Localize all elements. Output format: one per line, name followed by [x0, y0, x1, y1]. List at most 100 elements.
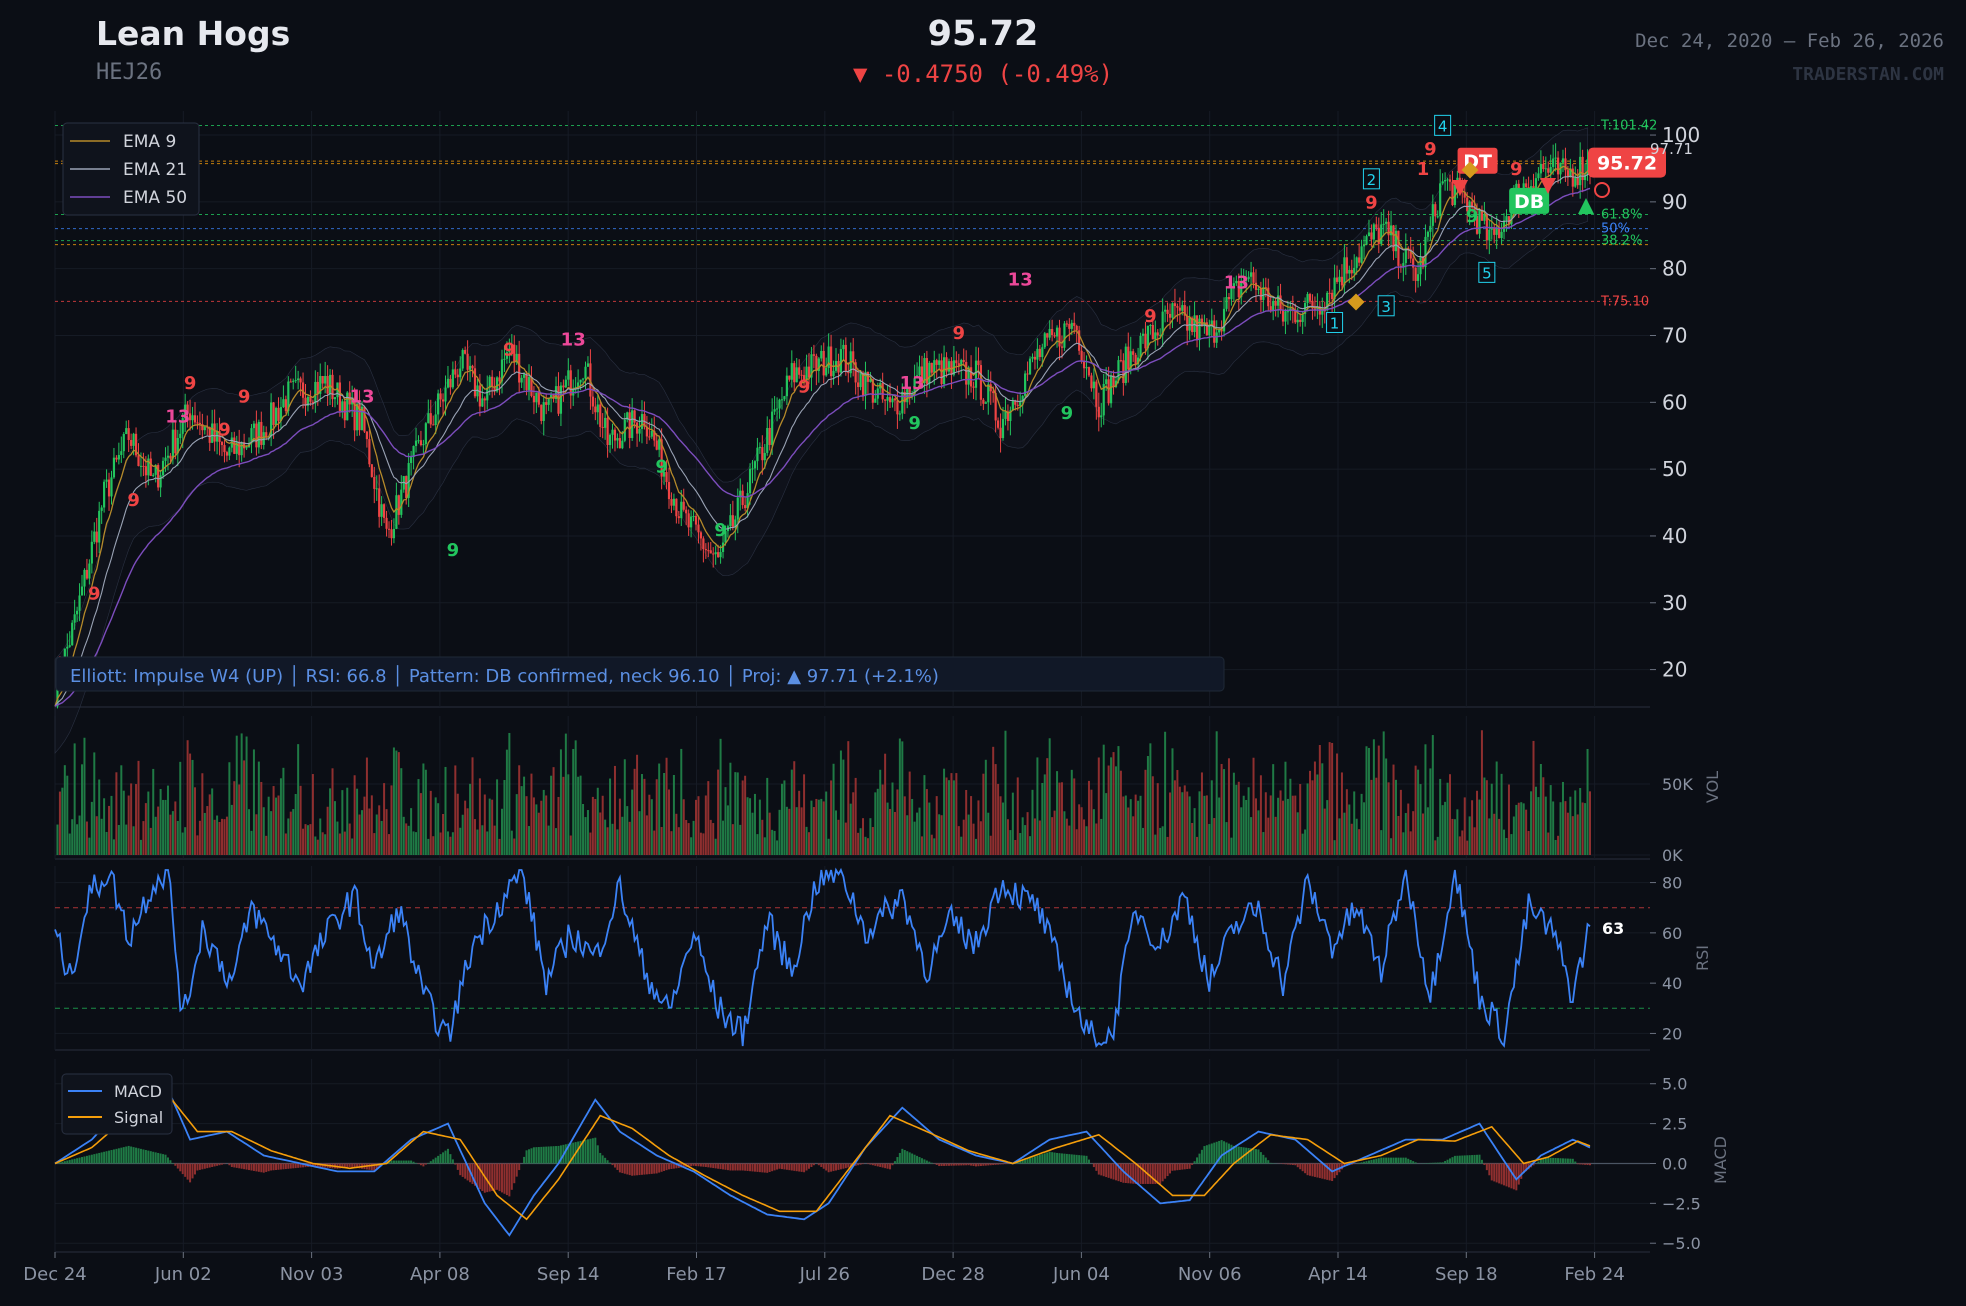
candle-body	[913, 378, 916, 395]
volume-bar	[699, 832, 702, 855]
candle-body	[508, 348, 511, 353]
volume-bar	[476, 829, 479, 855]
macd-histogram-bar	[623, 1163, 626, 1174]
macd-histogram-bar	[473, 1163, 476, 1186]
volume-bar	[252, 749, 255, 855]
sequence-count: 9	[447, 540, 460, 561]
volume-bar	[115, 772, 118, 855]
candle-body	[942, 357, 946, 385]
volume-bar	[795, 807, 798, 855]
volume-bar	[1139, 795, 1142, 855]
volume-bar	[356, 788, 359, 855]
macd-histogram-bar	[262, 1163, 265, 1173]
candle-body	[997, 420, 1000, 428]
volume-bar	[1208, 823, 1211, 855]
candle-body	[333, 397, 337, 400]
candle-body	[1552, 158, 1555, 168]
volume-bar	[110, 795, 113, 855]
macd-histogram-bar	[127, 1145, 130, 1164]
candle-body	[1156, 332, 1159, 336]
candle-body	[348, 392, 351, 405]
volume-bar	[299, 785, 302, 855]
candle-body	[1021, 395, 1024, 402]
macd-histogram-bar	[162, 1154, 165, 1164]
candle-body	[739, 490, 742, 498]
volume-bar	[645, 815, 648, 855]
macd-histogram-bar	[1414, 1162, 1417, 1164]
macd-histogram-bar	[847, 1163, 850, 1168]
candle-body	[326, 376, 329, 394]
macd-histogram-bar	[1024, 1159, 1027, 1164]
volume-bar	[854, 777, 857, 855]
candle-body	[1478, 209, 1481, 234]
candle-body	[817, 358, 820, 371]
volume-bar	[830, 780, 833, 855]
volume-bar	[839, 750, 842, 855]
macd-histogram-bar	[500, 1163, 503, 1193]
macd-histogram-bar	[201, 1163, 204, 1170]
volume-bar	[1390, 838, 1393, 855]
macd-histogram-bar	[844, 1163, 847, 1169]
candle-body	[798, 367, 801, 375]
macd-histogram-bar	[252, 1163, 255, 1171]
candle-body	[1144, 333, 1147, 349]
candle-body	[847, 371, 850, 374]
volume-bar	[785, 806, 788, 855]
macd-histogram-bar	[1444, 1161, 1447, 1164]
candle-body	[842, 344, 845, 350]
candle-body	[1019, 401, 1022, 407]
volume-bar	[1188, 796, 1191, 855]
candle-body	[1220, 329, 1223, 332]
macd-histogram-bar	[699, 1163, 702, 1167]
volume-bar	[85, 821, 88, 855]
candle-body	[1471, 201, 1474, 208]
macd-histogram-bar	[930, 1162, 933, 1164]
candle-body	[1394, 230, 1398, 252]
macd-histogram-bar	[1377, 1158, 1380, 1164]
macd-histogram-bar	[987, 1163, 990, 1166]
candle-body	[753, 461, 757, 469]
candle-body	[505, 352, 509, 359]
volume-bar	[1385, 758, 1388, 855]
volume-bar	[122, 790, 125, 855]
macd-histogram-bar	[1178, 1163, 1181, 1170]
price-tick-label: 80	[1662, 257, 1687, 281]
volume-bar	[1242, 795, 1245, 855]
macd-histogram-bar	[1171, 1163, 1174, 1171]
macd-histogram-bar	[1291, 1163, 1294, 1165]
candle-body	[1321, 310, 1324, 315]
candle-body	[1443, 180, 1447, 182]
volume-bar	[975, 838, 977, 855]
macd-histogram-bar	[724, 1163, 727, 1170]
volume-bar	[1070, 769, 1073, 855]
macd-histogram-bar	[636, 1163, 639, 1176]
candle-body	[1463, 191, 1466, 198]
macd-histogram-bar	[530, 1148, 533, 1164]
volume-bar	[665, 757, 668, 855]
volume-bar	[282, 767, 285, 855]
volume-bar	[1380, 830, 1383, 855]
candle-body	[112, 457, 116, 478]
volume-bar	[510, 830, 513, 855]
macd-histogram-bar	[1223, 1141, 1226, 1164]
macd-histogram-bar	[613, 1163, 616, 1168]
volume-bar	[879, 769, 882, 855]
candle-body	[950, 361, 953, 375]
macd-histogram-bar	[975, 1163, 977, 1167]
volume-bar	[825, 791, 828, 855]
candle-body	[491, 376, 494, 387]
candle-body	[527, 377, 531, 390]
volume-bar	[1557, 835, 1560, 855]
volume-bar	[1092, 809, 1095, 855]
candle-body	[1451, 181, 1454, 206]
volume-bar	[1024, 825, 1027, 855]
candle-body	[407, 463, 410, 498]
candle-body	[1333, 277, 1336, 300]
macd-histogram-bar	[682, 1163, 685, 1168]
candle-body	[719, 552, 722, 558]
candle-body	[144, 466, 147, 476]
candle-body	[618, 438, 621, 449]
macd-histogram-bar	[174, 1163, 177, 1166]
candle-body	[984, 402, 987, 404]
date-range: Dec 24, 2020 — Feb 26, 2026	[1635, 30, 1944, 52]
